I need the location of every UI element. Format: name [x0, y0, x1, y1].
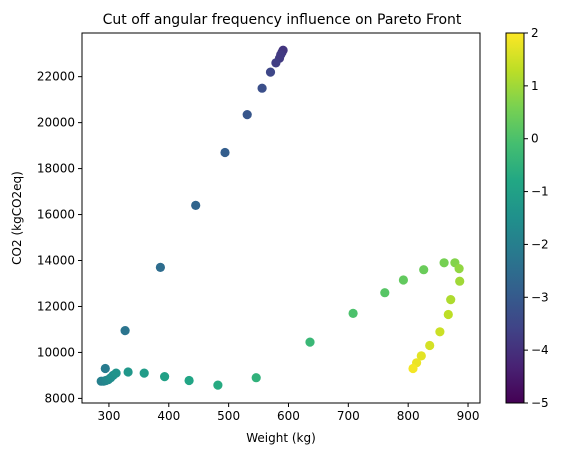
data-point [408, 363, 418, 374]
data-point [446, 295, 456, 305]
colorbar-tick-label: −4 [531, 343, 549, 357]
y-tick-label: 16000 [37, 208, 75, 222]
data-points [96, 45, 465, 390]
y-tick-label: 8000 [44, 391, 75, 405]
colorbar-tick-label: −2 [531, 237, 549, 251]
x-axis: 300 400 500 600 700 800 900 [97, 403, 479, 423]
y-tick-label: 18000 [37, 162, 75, 176]
colorbar-gradient [506, 33, 524, 403]
y-tick-label: 12000 [37, 299, 75, 313]
chart-title: Cut off angular frequency influence on P… [103, 12, 462, 28]
colorbar-tick-label: −3 [531, 290, 549, 304]
data-point [184, 375, 194, 386]
colorbar-tick-label: −1 [531, 185, 549, 199]
data-point [425, 340, 435, 351]
data-point [160, 372, 170, 382]
colorbar-tick-label: 1 [531, 79, 539, 93]
data-point [380, 288, 390, 298]
data-point [251, 373, 261, 383]
y-tick-label: 14000 [37, 254, 75, 268]
x-tick-label: 600 [277, 409, 300, 423]
y-axis-label: CO2 (kgCO2eq) [10, 171, 24, 265]
y-axis: 8000 10000 12000 14000 16000 18000 20000 22000 [37, 70, 82, 405]
colorbar-tick-label: 2 [531, 26, 539, 40]
y-tick-label: 10000 [37, 345, 75, 359]
data-point [257, 83, 267, 93]
colorbar-tick-label: −5 [531, 396, 549, 410]
colorbar-tick-label: 0 [531, 132, 539, 146]
x-tick-label: 700 [337, 409, 360, 423]
data-point [120, 326, 130, 336]
y-tick-label: 20000 [37, 116, 75, 130]
data-point [439, 258, 449, 268]
data-point [220, 147, 230, 158]
data-point [454, 264, 464, 274]
data-point [100, 363, 110, 374]
data-point [398, 275, 408, 285]
plot-frame [81, 32, 481, 404]
data-point [455, 276, 465, 286]
data-point [271, 58, 281, 68]
data-point [348, 308, 358, 318]
colorbar: −5 −4 −3 −2 −1 0 1 2 [505, 26, 549, 410]
colorbar-ticks: −5 −4 −3 −2 −1 0 1 2 [524, 26, 549, 410]
data-point [443, 309, 453, 320]
data-point [191, 200, 201, 210]
colorbar-frame [505, 32, 525, 404]
data-point [155, 262, 165, 272]
data-point [419, 265, 429, 275]
data-point [416, 351, 426, 361]
plot-area: 300 400 500 600 700 800 900 8000 10000 12000 1400… [37, 32, 481, 423]
data-point [435, 327, 445, 337]
data-point [305, 337, 315, 347]
x-tick-label: 800 [397, 409, 420, 423]
data-point [213, 380, 223, 390]
x-tick-label: 900 [457, 409, 480, 423]
x-tick-label: 500 [217, 409, 240, 423]
data-point [139, 368, 149, 378]
data-point [265, 67, 276, 77]
x-tick-label: 400 [157, 409, 180, 423]
data-point [111, 368, 121, 378]
data-point [123, 367, 133, 377]
data-point [242, 110, 252, 120]
x-tick-label: 300 [97, 409, 120, 423]
x-axis-label: Weight (kg) [246, 431, 316, 445]
y-tick-label: 22000 [37, 70, 75, 84]
